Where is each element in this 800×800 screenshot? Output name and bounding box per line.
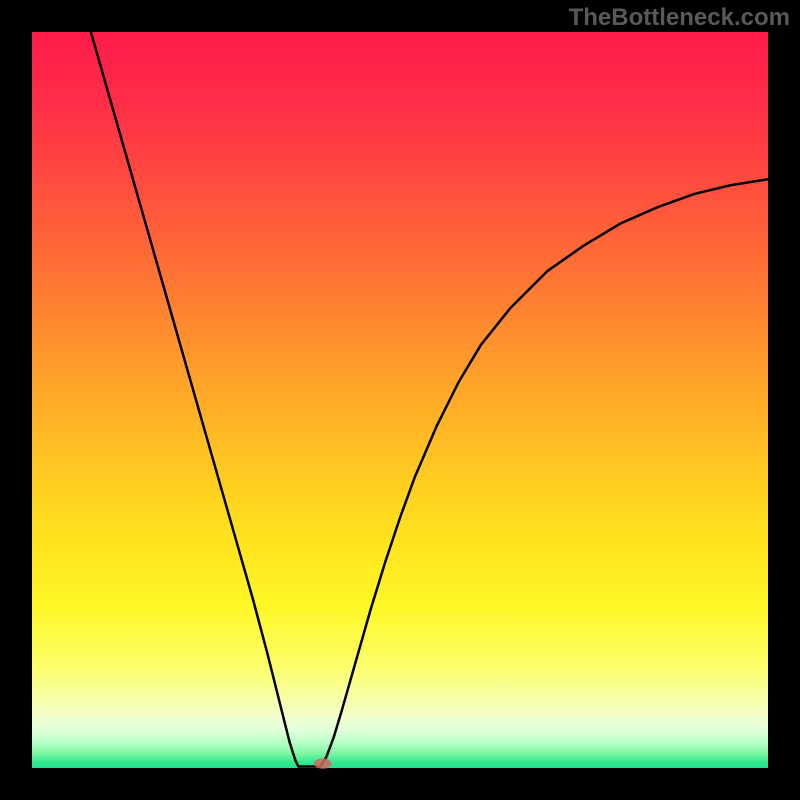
watermark-text: TheBottleneck.com xyxy=(569,4,790,32)
bottleneck-marker xyxy=(314,758,332,768)
bottleneck-chart-svg xyxy=(0,0,800,800)
chart-container: TheBottleneck.com xyxy=(0,0,800,800)
plot-background xyxy=(32,32,768,768)
